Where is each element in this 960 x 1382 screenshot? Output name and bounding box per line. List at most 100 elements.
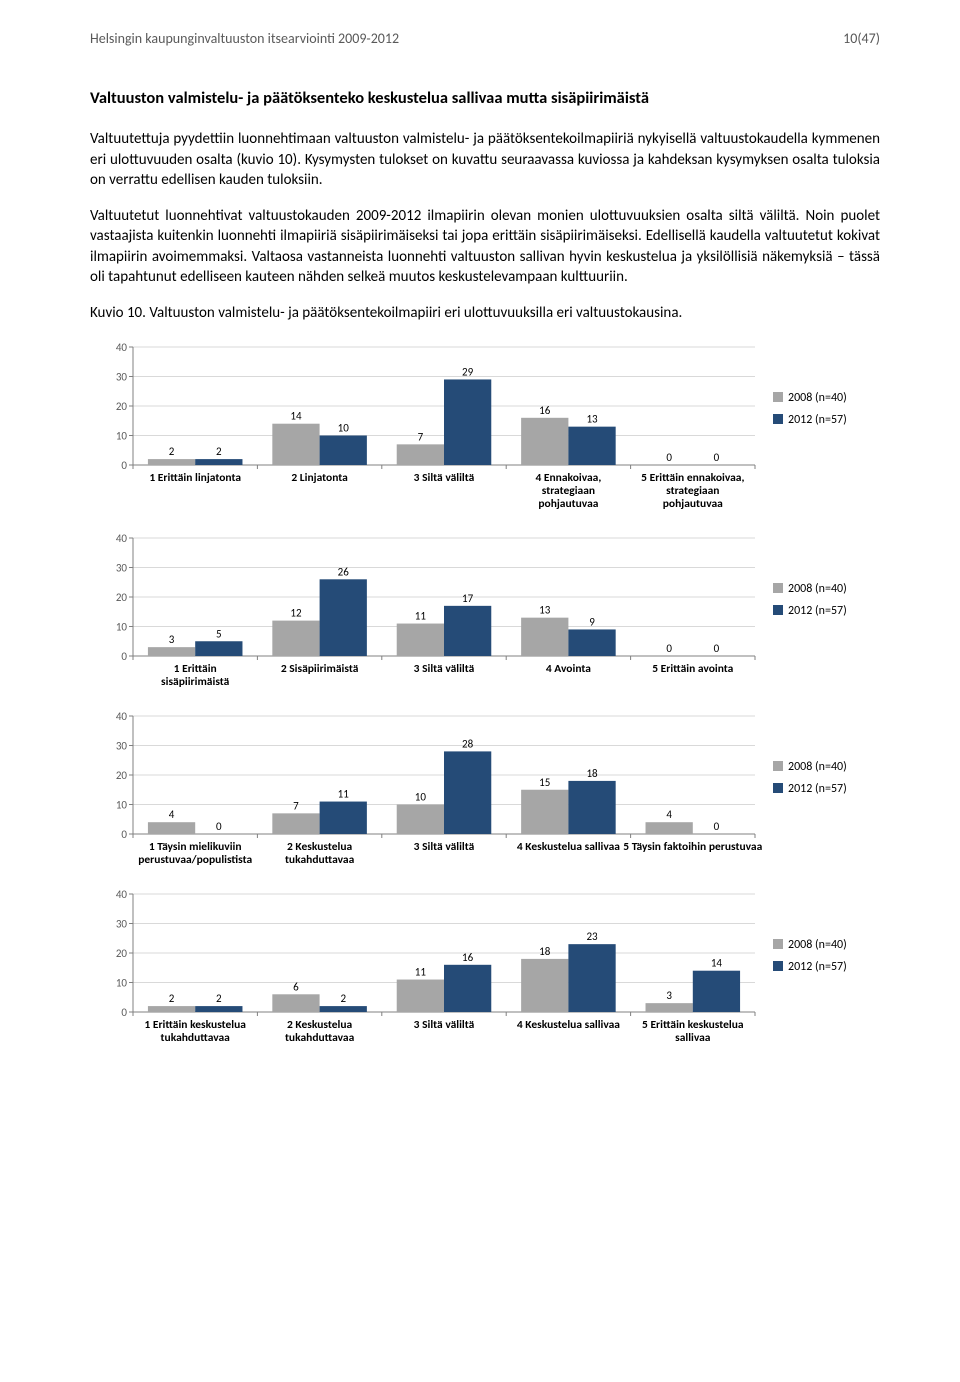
bar-2012 <box>568 630 615 657</box>
svg-text:0: 0 <box>714 642 720 655</box>
svg-text:18: 18 <box>539 945 551 958</box>
svg-text:30: 30 <box>116 918 128 931</box>
svg-text:3 Siltä väliltä: 3 Siltä väliltä <box>414 662 475 676</box>
svg-text:0: 0 <box>714 451 720 464</box>
svg-text:0: 0 <box>666 642 672 655</box>
page-header: Helsingin kaupunginvaltuuston itsearvioi… <box>90 30 880 47</box>
svg-text:1 Erittäin: 1 Erittäin <box>174 662 217 676</box>
bar-2012 <box>195 1006 242 1012</box>
legend-label-2008: 2008 (n=40) <box>788 938 847 952</box>
svg-text:18: 18 <box>586 767 598 780</box>
bar-2008 <box>272 814 319 835</box>
svg-text:16: 16 <box>462 951 474 964</box>
legend-swatch-2012 <box>773 961 783 971</box>
legend-swatch-2012 <box>773 605 783 615</box>
svg-text:11: 11 <box>415 610 427 623</box>
svg-text:1 Erittäin linjatonta: 1 Erittäin linjatonta <box>149 471 241 485</box>
bar-2008 <box>646 822 693 834</box>
svg-text:pohjautuvaa: pohjautuvaa <box>538 497 598 511</box>
legend-label-2008: 2008 (n=40) <box>788 760 847 774</box>
svg-text:4: 4 <box>666 808 672 821</box>
svg-text:2: 2 <box>216 445 222 458</box>
svg-text:tukahduttavaa: tukahduttavaa <box>285 1031 355 1045</box>
header-left: Helsingin kaupunginvaltuuston itsearvioi… <box>90 30 399 47</box>
bar-2012 <box>568 427 615 465</box>
svg-text:14: 14 <box>711 957 723 970</box>
svg-text:40: 40 <box>116 710 128 723</box>
svg-text:17: 17 <box>462 592 474 605</box>
bar-2012 <box>568 781 615 834</box>
legend-swatch-2008 <box>773 583 783 593</box>
chart-2: 010203040351 Erittäinsisäpiirimäistä1226… <box>90 530 880 700</box>
svg-text:13: 13 <box>539 604 551 617</box>
bar-chart: 010203040221 Erittäin linjatonta14102 Li… <box>90 339 880 522</box>
bar-2008 <box>272 995 319 1013</box>
svg-text:0: 0 <box>121 828 127 841</box>
svg-text:2: 2 <box>169 992 175 1005</box>
bar-2008 <box>272 424 319 465</box>
bar-2012 <box>444 380 491 466</box>
svg-text:10: 10 <box>116 977 128 990</box>
svg-text:30: 30 <box>116 371 128 384</box>
bar-2008 <box>521 618 568 656</box>
svg-text:3 Siltä väliltä: 3 Siltä väliltä <box>414 471 475 485</box>
svg-text:6: 6 <box>293 981 299 994</box>
legend-swatch-2012 <box>773 783 783 793</box>
svg-text:11: 11 <box>338 788 350 801</box>
svg-text:20: 20 <box>116 591 128 604</box>
svg-text:tukahduttavaa: tukahduttavaa <box>161 1031 231 1045</box>
bar-2008 <box>646 1003 693 1012</box>
bar-2012 <box>320 1006 367 1012</box>
svg-text:13: 13 <box>586 413 598 426</box>
svg-text:40: 40 <box>116 888 128 901</box>
legend-swatch-2012 <box>773 414 783 424</box>
svg-text:0: 0 <box>121 650 127 663</box>
bar-2012 <box>444 752 491 835</box>
svg-text:0: 0 <box>121 459 127 472</box>
bar-2008 <box>397 805 444 835</box>
svg-text:0: 0 <box>714 820 720 833</box>
svg-text:3: 3 <box>169 633 175 646</box>
svg-text:20: 20 <box>116 769 128 782</box>
chart-4: 010203040221 Erittäin keskusteluatukahdu… <box>90 886 880 1056</box>
legend-label-2012: 2012 (n=57) <box>788 413 847 427</box>
svg-text:1 Erittäin keskustelua: 1 Erittäin keskustelua <box>144 1018 246 1032</box>
svg-text:10: 10 <box>116 799 128 812</box>
paragraph-1: Valtuutettuja pyydettiin luonnehtimaan v… <box>90 129 880 190</box>
svg-text:2: 2 <box>169 445 175 458</box>
svg-text:3: 3 <box>666 989 672 1002</box>
svg-text:30: 30 <box>116 740 128 753</box>
svg-text:10: 10 <box>116 430 128 443</box>
svg-text:2: 2 <box>216 992 222 1005</box>
bar-2008 <box>521 959 568 1012</box>
bar-2008 <box>272 621 319 656</box>
svg-text:2: 2 <box>340 992 346 1005</box>
svg-text:14: 14 <box>290 410 302 423</box>
legend-label-2012: 2012 (n=57) <box>788 604 847 618</box>
chart-3: 010203040401 Täysin mielikuviinperustuva… <box>90 708 880 878</box>
svg-text:2 Sisäpiirimäistä: 2 Sisäpiirimäistä <box>281 662 359 676</box>
svg-text:7: 7 <box>418 431 424 444</box>
svg-text:10: 10 <box>338 422 350 435</box>
svg-text:sallivaa: sallivaa <box>675 1031 711 1045</box>
svg-text:12: 12 <box>290 607 302 620</box>
bar-2012 <box>693 971 740 1012</box>
svg-text:2 Linjatonta: 2 Linjatonta <box>291 471 348 485</box>
svg-text:29: 29 <box>462 366 474 379</box>
svg-text:7: 7 <box>293 800 299 813</box>
svg-text:tukahduttavaa: tukahduttavaa <box>285 853 355 867</box>
svg-text:11: 11 <box>415 966 427 979</box>
svg-text:0: 0 <box>666 451 672 464</box>
svg-text:sisäpiirimäistä: sisäpiirimäistä <box>161 675 230 689</box>
bar-2008 <box>148 822 195 834</box>
section-title: Valtuuston valmistelu- ja päätöksenteko … <box>90 87 880 109</box>
svg-text:strategiaan: strategiaan <box>666 484 719 498</box>
bar-2012 <box>568 944 615 1012</box>
bar-chart: 010203040221 Erittäin keskusteluatukahdu… <box>90 886 880 1056</box>
svg-text:2 Keskustelua: 2 Keskustelua <box>287 1018 353 1032</box>
svg-text:10: 10 <box>116 621 128 634</box>
svg-text:16: 16 <box>539 404 551 417</box>
svg-text:0: 0 <box>216 820 222 833</box>
svg-text:5 Erittäin keskustelua: 5 Erittäin keskustelua <box>642 1018 744 1032</box>
svg-text:5: 5 <box>216 628 222 641</box>
